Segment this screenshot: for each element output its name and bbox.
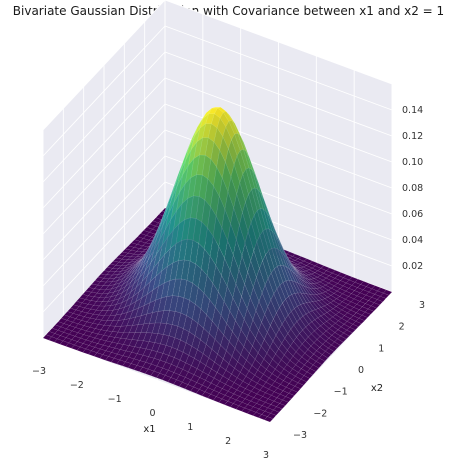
grid-line xyxy=(42,155,166,287)
x-axis-label: x1 xyxy=(143,424,155,435)
surface-patch xyxy=(328,344,338,352)
y-tick-label: −3 xyxy=(293,430,307,441)
y-tick-label: 0 xyxy=(358,365,364,376)
y-tick-label: 1 xyxy=(378,343,384,354)
grid-line xyxy=(42,77,166,209)
surface-patch xyxy=(316,287,326,294)
surface-patch xyxy=(294,382,304,390)
surface-patch xyxy=(373,299,384,306)
surface-patch xyxy=(255,329,265,347)
x-tick-label: 1 xyxy=(187,422,193,433)
surface-patch xyxy=(297,378,307,386)
z-tick-label: 0.04 xyxy=(402,235,423,246)
grid-line xyxy=(164,103,393,189)
grid-line xyxy=(42,337,271,423)
surface-patch xyxy=(314,317,324,327)
z-tick-label: 0.02 xyxy=(402,261,423,272)
surface-patch xyxy=(267,413,277,419)
z-tick-label: 0.10 xyxy=(402,157,423,168)
surface-patch xyxy=(382,289,393,296)
surface-patch xyxy=(247,400,257,408)
grid-line xyxy=(42,0,166,131)
tick-labels: −3 −2 −1 0 1 2 3 −3 −2 −1 0 1 2 3 0.02 0.04 0.06 0.08 0.10… xyxy=(32,105,425,461)
grid-line xyxy=(42,51,166,183)
surface-patch xyxy=(277,359,288,370)
grid-line xyxy=(164,25,393,111)
x-tick-label: 2 xyxy=(225,436,231,447)
gaussian-surface xyxy=(42,107,393,423)
x-tick-label: 3 xyxy=(263,450,269,461)
surface-patch xyxy=(300,375,310,383)
surface-patch xyxy=(276,403,286,410)
y-tick-label: −1 xyxy=(334,387,348,398)
grid-line xyxy=(42,25,166,157)
surface-patch xyxy=(195,389,206,396)
grid-line xyxy=(42,103,166,235)
surface-patch xyxy=(361,311,371,318)
surface-patch xyxy=(376,296,387,302)
surface-patch xyxy=(355,317,365,325)
surface-patch xyxy=(337,335,347,343)
surface-patch xyxy=(304,349,314,358)
surface-patch xyxy=(202,380,212,388)
surface-patch xyxy=(318,354,329,362)
surface-patch xyxy=(244,231,254,262)
x-tick-label: 0 xyxy=(149,408,155,419)
surface-patch xyxy=(263,416,274,423)
surface-patch xyxy=(310,342,320,351)
surface-patch xyxy=(218,398,228,405)
surface-patch xyxy=(250,214,260,243)
chart-title: Bivariate Gaussian Distribution with Cov… xyxy=(12,4,445,18)
surface-patch xyxy=(312,361,323,369)
surface-patch xyxy=(285,280,295,295)
x-tick-label: −2 xyxy=(70,380,84,391)
z-tick-label: 0.14 xyxy=(402,105,423,116)
surface-patch xyxy=(371,285,381,292)
y-tick-label: −2 xyxy=(313,408,327,419)
surface-patch xyxy=(290,341,300,353)
y-tick-label: 2 xyxy=(399,322,405,333)
surface-patch xyxy=(274,387,284,395)
surface-patch xyxy=(365,291,375,298)
surface-patch xyxy=(306,368,317,376)
surface-patch xyxy=(214,353,224,367)
surface-patch xyxy=(259,386,269,394)
surface-patch xyxy=(334,320,345,328)
surface-patch xyxy=(270,409,280,416)
surface-patch xyxy=(280,380,290,388)
x-tick-label: −3 xyxy=(32,366,46,377)
surface-patch xyxy=(291,385,301,393)
surface-patch xyxy=(352,320,362,328)
z-tick-label: 0.08 xyxy=(402,183,423,194)
surface-patch xyxy=(292,364,302,373)
surface-patch xyxy=(253,393,263,401)
y-tick-label: 3 xyxy=(419,300,425,311)
surface-patch xyxy=(347,309,357,316)
surface-patch xyxy=(367,305,378,312)
surface-patch xyxy=(353,304,363,310)
surface-patch xyxy=(302,326,312,338)
y-axis-label: x2 xyxy=(371,383,383,394)
grid-line xyxy=(42,181,166,313)
grid-line xyxy=(164,0,393,85)
surface-patch xyxy=(331,341,341,349)
surface-patch xyxy=(379,292,390,299)
grid-line xyxy=(164,77,393,163)
surface-patch xyxy=(261,402,272,409)
grid-line xyxy=(164,51,393,137)
surface-patch xyxy=(344,296,355,303)
z-tick-label: 0.12 xyxy=(402,131,423,142)
grid-line xyxy=(42,129,166,261)
z-tick-label: 0.06 xyxy=(402,209,423,220)
x-tick-label: −1 xyxy=(108,394,122,405)
